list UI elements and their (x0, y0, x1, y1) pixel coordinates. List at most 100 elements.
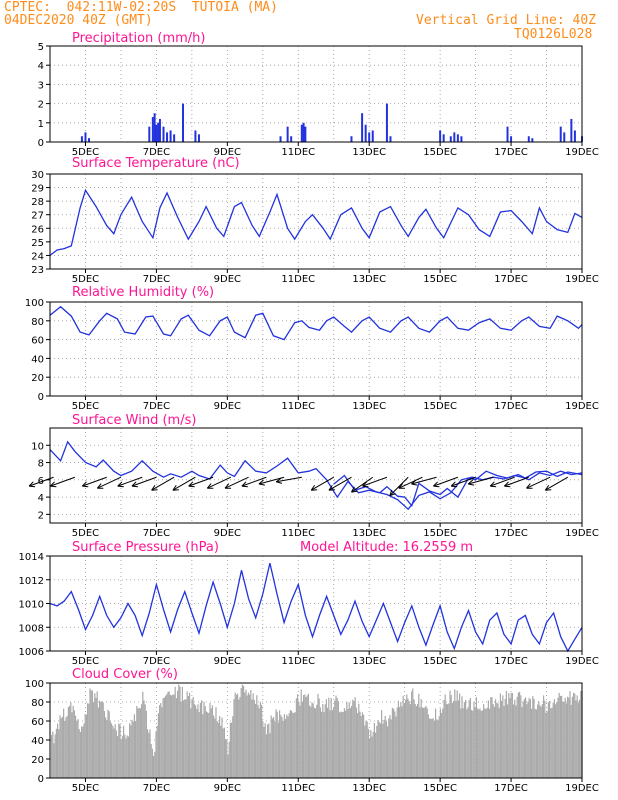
cloud-bar (307, 693, 309, 778)
wind-arrow (172, 476, 196, 491)
y-tick-label: 4 (38, 493, 44, 504)
cloud-bar (243, 685, 245, 778)
x-tick-label: 11DEC (281, 147, 315, 158)
cloud-bar (467, 707, 469, 778)
cloud-bar (417, 704, 419, 778)
wind-arrow-head (451, 485, 458, 488)
wind-arrow (398, 476, 423, 489)
precip-bar (157, 122, 160, 142)
cloud-bar (311, 702, 313, 778)
cloud-bar (177, 690, 179, 778)
cloud-bar (550, 708, 552, 778)
cloud-bar (336, 698, 338, 778)
cloud-bar (256, 695, 258, 778)
cloud-bar (64, 720, 66, 778)
wind-arrow-head (389, 489, 393, 496)
cloud-bar (219, 716, 221, 778)
cloud-bar (516, 696, 518, 778)
grid-note: Vertical Grid Line: 40Z (416, 13, 597, 28)
cloud-bar (552, 702, 554, 778)
cloud-bar (423, 707, 425, 778)
x-tick-label: 15DEC (423, 274, 457, 285)
cloud-bar (102, 702, 104, 778)
y-tick-label: 1006 (19, 647, 44, 658)
wind-arrow-head (362, 485, 369, 488)
x-tick-label: 15DEC (423, 528, 457, 539)
cloud-bar (315, 708, 317, 778)
cloud-bar (217, 722, 219, 778)
cloud-bar (475, 697, 477, 778)
wind-arrow-shaft (207, 476, 232, 489)
wind-arrow-shaft (450, 476, 476, 487)
wind-arrow-shaft (310, 476, 334, 491)
y-tick-label: 40 (31, 736, 44, 747)
x-tick-label: 19DEC (565, 274, 599, 285)
x-tick-label: 7DEC (143, 147, 170, 158)
precip-bar (148, 126, 151, 142)
wind-arrow-shaft (276, 476, 302, 483)
y-tick-label: 1 (38, 119, 44, 130)
cloud-bar (496, 702, 498, 778)
cloud-bar (159, 705, 161, 778)
cloud-bar (369, 738, 371, 778)
panel-4: 2 4 6 8 10 5DEC 7DEC 9DEC 11DEC 13DEC 15DEC 17DEC 19… (28, 413, 599, 539)
cloud-bar (229, 722, 231, 778)
wind-arrow-shaft (545, 476, 569, 491)
cloud-bar (247, 692, 249, 778)
cloud-bar (240, 688, 242, 778)
wind-arrow-head (433, 481, 438, 487)
x-tick-label: 7DEC (143, 783, 170, 794)
cloud-bar (429, 718, 431, 778)
cloud-bar (246, 695, 248, 778)
wind-arrow-shaft (28, 476, 54, 487)
cloud-bar (580, 690, 582, 778)
cloud-bar (577, 702, 579, 778)
x-tick-label: 13DEC (352, 528, 386, 539)
cloud-bar (551, 707, 553, 778)
cloud-bar (426, 708, 428, 778)
cloud-bar (78, 729, 80, 778)
cloud-bar (179, 686, 181, 778)
cloud-bar (313, 707, 315, 778)
wind-arrow-head (310, 484, 316, 491)
wind-arrow-head (275, 477, 282, 483)
cloud-bar (52, 731, 54, 778)
cloud-bar (71, 712, 73, 778)
cloud-bar (169, 695, 171, 778)
cloud-bar (333, 707, 335, 778)
cloud-bar (412, 688, 414, 778)
y-tick-label: 0 (38, 774, 44, 785)
cloud-bar (53, 743, 55, 778)
cloud-bar (202, 714, 204, 778)
cloud-bar (576, 695, 578, 778)
y-tick-label: 20 (31, 755, 44, 766)
cloud-bar (231, 722, 233, 778)
cloud-bar (261, 704, 263, 778)
wind-arrow (224, 476, 249, 489)
cloud-bar (281, 717, 283, 778)
cloud-bar (497, 703, 499, 778)
cloud-bar (345, 710, 347, 778)
cloud-bar (349, 708, 351, 778)
wind-arrow (504, 476, 529, 488)
y-tick-label: 2 (38, 100, 44, 111)
precip-bar (439, 130, 442, 142)
x-tick-label: 7DEC (143, 528, 170, 539)
cloud-bar (298, 701, 300, 778)
cloud-bar (241, 684, 243, 778)
precip-bar (527, 136, 530, 142)
cloud-bar (139, 708, 141, 778)
cloud-bar (528, 697, 530, 778)
cloud-bar (299, 705, 301, 778)
cloud-bar (570, 704, 572, 778)
cloud-bar (454, 689, 456, 778)
cloud-bar (525, 697, 527, 778)
y-tick-label: 40 (31, 354, 44, 365)
x-tick-label: 7DEC (143, 274, 170, 285)
wind-arrow-shaft (504, 476, 529, 487)
cloud-bar (111, 723, 113, 778)
cloud-bar (183, 700, 185, 778)
cloud-bar (67, 707, 69, 778)
y-tick-label: 29 (31, 184, 44, 195)
panel-3: 0 20 40 60 80 100 5DEC 7DEC 9DEC 11DEC 13DEC 15DEC 1… (25, 285, 599, 412)
